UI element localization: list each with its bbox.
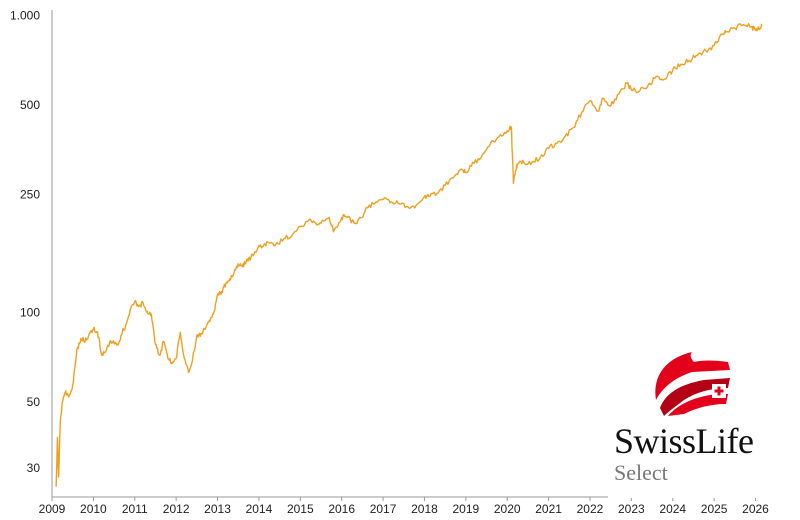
x-tick-label: 2018 (411, 502, 438, 516)
y-axis: 30 50 100 250 500 1.000 (10, 8, 53, 497)
y-tick-label: 100 (20, 306, 40, 320)
x-tick-label: 2014 (246, 502, 273, 516)
y-tick-label: 1.000 (10, 8, 40, 22)
y-tick-label: 30 (27, 461, 41, 475)
logo-subline: Select (614, 460, 668, 485)
x-tick-label: 2012 (163, 502, 190, 516)
swiss-life-logo-icon (655, 352, 730, 416)
logo-wordmark: SwissLife (614, 421, 754, 461)
swiss-life-select-logo: SwissLife Select (608, 348, 778, 498)
x-tick-label: 2016 (328, 502, 355, 516)
series-line (55, 22, 763, 487)
x-tick-label: 2019 (452, 502, 479, 516)
x-tick-label: 2013 (204, 502, 231, 516)
x-tick-label: 2022 (577, 502, 604, 516)
y-tick-label: 50 (27, 395, 41, 409)
plot-area (55, 22, 763, 487)
x-tick-label: 2017 (370, 502, 397, 516)
x-tick-label: 2024 (659, 502, 686, 516)
x-tick-label: 2023 (618, 502, 645, 516)
x-tick-label: 2020 (494, 502, 521, 516)
x-tick-label: 2010 (80, 502, 107, 516)
y-tick-label: 250 (20, 187, 40, 201)
x-tick-label: 2021 (535, 502, 562, 516)
x-tick-label: 2026 (742, 502, 769, 516)
x-tick-label: 2009 (39, 502, 66, 516)
x-tick-label: 2025 (701, 502, 728, 516)
y-tick-label: 500 (20, 98, 40, 112)
x-tick-label: 2011 (122, 502, 148, 516)
x-axis: 2009 2010 2011 2012 2013 2014 2015 2016 2017 2018… (39, 496, 769, 516)
x-tick-label: 2015 (287, 502, 314, 516)
